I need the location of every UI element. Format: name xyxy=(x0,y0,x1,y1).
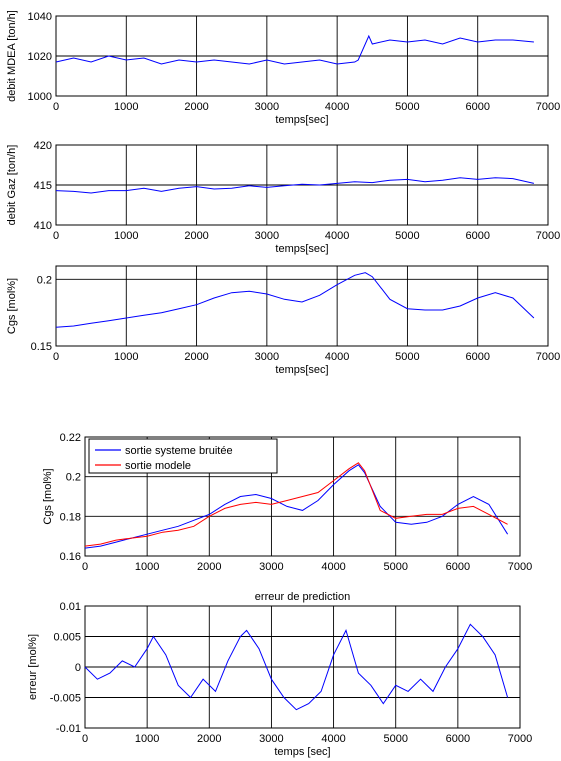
chart-4 xyxy=(84,436,521,557)
x-tick-label: 1000 xyxy=(114,230,138,242)
x-axis-label: temps [sec] xyxy=(274,746,330,758)
x-tick-label: 2000 xyxy=(184,230,208,242)
x-tick-label: 3000 xyxy=(259,561,283,573)
legend-label: sortie systeme bruitée xyxy=(125,445,233,457)
x-tick-label: 5000 xyxy=(395,351,419,363)
y-tick-label: 0.16 xyxy=(60,551,81,563)
x-tick-label: 4000 xyxy=(325,230,349,242)
series-line-system xyxy=(55,272,535,328)
chart-3 xyxy=(55,265,549,347)
y-tick-label: 0.18 xyxy=(60,511,81,523)
y-tick-label: -0.01 xyxy=(56,723,81,735)
y-tick-label: -0.005 xyxy=(50,693,81,705)
y-tick-label: 0.2 xyxy=(37,274,52,286)
x-axis-label: temps[sec] xyxy=(275,243,328,255)
x-axis-label: temps[sec] xyxy=(275,364,328,376)
y-tick-label: 1000 xyxy=(28,91,52,103)
y-tick-label: 415 xyxy=(34,180,52,192)
series-line-system xyxy=(55,34,534,65)
x-tick-label: 2000 xyxy=(184,351,208,363)
chart-5 xyxy=(84,605,521,729)
x-tick-label: 7000 xyxy=(536,230,560,242)
x-tick-label: 4000 xyxy=(321,561,345,573)
x-tick-label: 5000 xyxy=(383,561,407,573)
y-axis-label: debit Gaz [ton/h] xyxy=(6,145,18,226)
x-tick-label: 0 xyxy=(53,230,59,242)
x-tick-label: 7000 xyxy=(508,733,532,745)
x-tick-label: 6000 xyxy=(465,351,489,363)
x-tick-label: 0 xyxy=(53,351,59,363)
y-axis-label: debit MDEA [ton/h] xyxy=(6,10,18,102)
x-tick-label: 3000 xyxy=(255,230,279,242)
x-tick-label: 5000 xyxy=(395,230,419,242)
series-line-system xyxy=(84,464,509,549)
x-tick-label: 6000 xyxy=(446,733,470,745)
y-tick-label: 420 xyxy=(34,140,52,152)
y-tick-label: 0.2 xyxy=(66,472,81,484)
x-tick-label: 7000 xyxy=(536,101,560,113)
x-axis-label: temps[sec] xyxy=(275,114,328,126)
x-tick-label: 7000 xyxy=(536,351,560,363)
x-tick-label: 1000 xyxy=(114,351,138,363)
y-tick-label: 0 xyxy=(75,662,81,674)
y-tick-label: 410 xyxy=(34,220,52,232)
y-axis-label: erreur [mol%] xyxy=(27,634,39,700)
plot-area xyxy=(55,265,549,347)
y-tick-label: 0.22 xyxy=(60,432,81,444)
x-tick-label: 0 xyxy=(82,561,88,573)
legend xyxy=(88,438,278,474)
x-tick-label: 6000 xyxy=(446,561,470,573)
y-tick-label: 1020 xyxy=(28,51,52,63)
x-tick-label: 7000 xyxy=(508,561,532,573)
legend-label: sortie modele xyxy=(125,460,191,472)
x-tick-label: 5000 xyxy=(383,733,407,745)
x-tick-label: 6000 xyxy=(465,230,489,242)
x-tick-label: 0 xyxy=(53,101,59,113)
x-tick-label: 2000 xyxy=(184,101,208,113)
x-tick-label: 4000 xyxy=(325,351,349,363)
chart-title: erreur de prediction xyxy=(255,591,350,603)
y-tick-label: 0.005 xyxy=(53,632,81,644)
chart-2 xyxy=(55,144,549,226)
x-tick-label: 6000 xyxy=(465,101,489,113)
series-line-system xyxy=(55,177,535,194)
x-tick-label: 3000 xyxy=(259,733,283,745)
x-tick-label: 3000 xyxy=(255,101,279,113)
y-tick-label: 0.01 xyxy=(60,601,81,613)
y-tick-label: 0.15 xyxy=(31,341,52,353)
chart-1 xyxy=(55,15,549,97)
x-tick-label: 1000 xyxy=(135,733,159,745)
x-tick-label: 4000 xyxy=(321,733,345,745)
y-tick-label: 1040 xyxy=(28,11,52,23)
y-axis-label: Cgs [mol%] xyxy=(42,468,54,524)
x-tick-label: 1000 xyxy=(135,561,159,573)
y-axis-label: Cgs [mol%] xyxy=(6,278,18,334)
series-line-system xyxy=(84,623,509,711)
x-tick-label: 0 xyxy=(82,733,88,745)
legend-box xyxy=(88,438,278,474)
x-tick-label: 2000 xyxy=(197,561,221,573)
series-line-model xyxy=(84,462,508,547)
x-tick-label: 3000 xyxy=(255,351,279,363)
x-tick-label: 2000 xyxy=(197,733,221,745)
x-tick-label: 1000 xyxy=(114,101,138,113)
x-tick-label: 4000 xyxy=(325,101,349,113)
x-tick-label: 5000 xyxy=(395,101,419,113)
